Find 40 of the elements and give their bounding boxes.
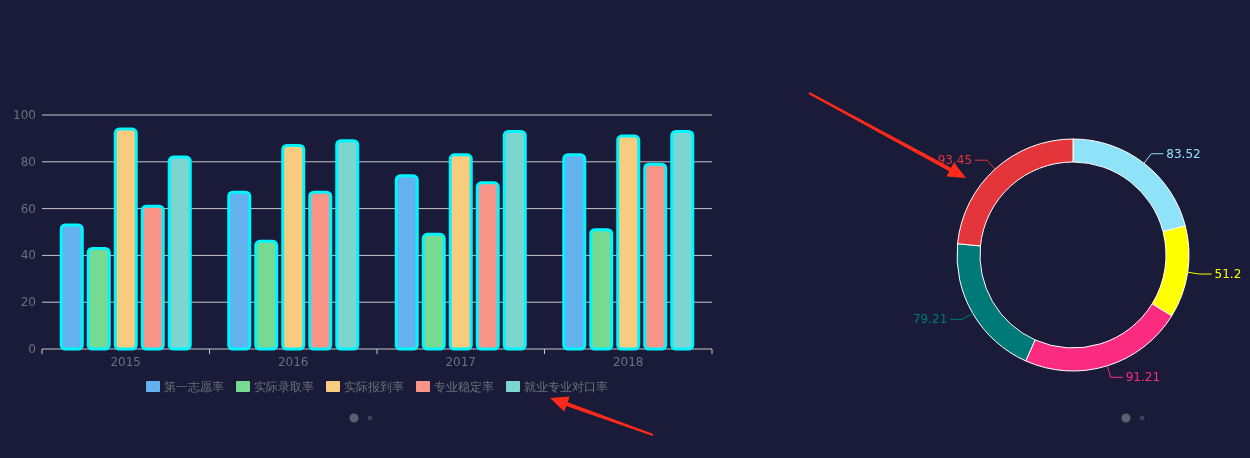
x-tick-label: 2018 [612,355,644,369]
bar [308,190,333,351]
legend-label: 专业稳定率 [434,380,494,394]
bar [394,174,419,351]
legend-label: 就业专业对口率 [524,380,608,394]
bar [616,134,641,351]
legend-label: 第一志愿率 [164,380,224,394]
bar [59,223,84,351]
bar [167,155,192,351]
bar [475,181,500,351]
bar [670,129,695,351]
data-label: 93.45 [937,153,973,168]
data-label: 79.21 [912,312,948,327]
data-label: 83.52 [1166,146,1201,161]
data-label: 51.2 [1214,267,1242,282]
y-tick-label: 20 [20,295,36,310]
bar [643,162,668,351]
bar [113,127,138,351]
y-tick-label: 60 [20,201,36,216]
bar [589,228,614,351]
bar [86,246,111,351]
x-tick-label: 2015 [110,355,142,369]
bar [281,143,306,351]
legend-label: 实际报到率 [344,380,404,394]
bar [227,190,252,351]
bar [502,129,527,351]
bar [335,139,360,351]
bar [140,204,165,351]
bar [421,232,446,351]
y-tick-label: 40 [20,248,36,263]
legend-label: 实际录取率 [254,380,314,394]
y-tick-label: 80 [20,154,36,169]
bar [562,153,587,351]
y-tick-label: 100 [13,108,36,122]
bar [254,239,279,351]
x-tick-label: 2017 [445,355,477,369]
data-label: 91.21 [1125,370,1161,385]
bar [448,153,473,351]
x-tick-label: 2016 [277,355,309,369]
y-tick-label: 0 [28,342,36,356]
